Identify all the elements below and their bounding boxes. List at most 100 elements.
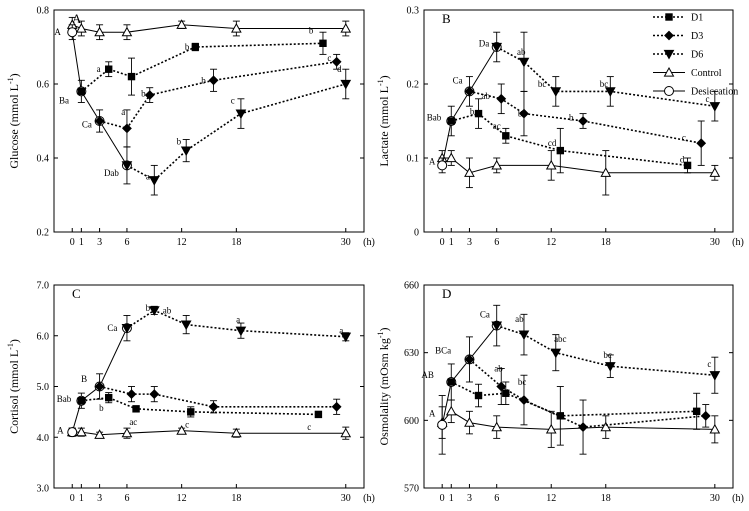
x-axis-unit: (h) — [732, 237, 744, 248]
data-point — [127, 72, 136, 81]
series-d1 — [447, 98, 692, 174]
data-point — [94, 381, 105, 392]
data-point — [148, 176, 160, 186]
data-point — [121, 26, 133, 37]
data-point — [76, 426, 87, 437]
series-line — [442, 157, 715, 174]
data-point — [340, 427, 352, 438]
data-point — [208, 401, 219, 412]
data-point — [231, 427, 242, 438]
series-line — [72, 24, 346, 33]
data-point — [67, 427, 78, 438]
series-line — [80, 42, 323, 93]
series-control — [436, 150, 721, 196]
legend-label: Desiccation — [691, 87, 738, 98]
data-point — [132, 405, 140, 413]
data-point — [519, 108, 529, 119]
significance-label: Ca — [480, 309, 490, 319]
x-tick-label: 12 — [177, 493, 187, 504]
significance-label: c — [307, 422, 311, 432]
significance-label: c — [706, 94, 710, 104]
significance-label: c — [231, 96, 235, 106]
series-line — [99, 385, 337, 408]
x-tick-label: 3 — [467, 237, 472, 248]
legend-label: D1 — [691, 13, 703, 24]
x-tick-label: 12 — [177, 237, 187, 248]
y-tick-label: 3.0 — [37, 484, 50, 495]
series-d1 — [447, 378, 701, 446]
significance-label: d — [680, 154, 685, 164]
significance-label: bc — [518, 377, 527, 387]
y-tick-label: 0.4 — [37, 154, 50, 165]
legend-label: D6 — [691, 50, 703, 61]
y-tick-label: 6.0 — [37, 331, 50, 342]
data-point — [187, 408, 195, 416]
series-d6 — [121, 68, 352, 196]
significance-label: a — [146, 172, 150, 182]
plot-frame — [423, 284, 734, 489]
data-point — [545, 159, 557, 170]
y-axis-title: Glucose (mmol L-1) — [6, 73, 21, 168]
significance-label: Ba — [59, 96, 69, 106]
significance-label: AB — [421, 370, 434, 380]
legend-entry-d3: D3 — [653, 30, 703, 42]
data-point — [149, 389, 160, 400]
data-point — [464, 354, 475, 365]
y-tick-label: 0.1 — [407, 154, 420, 165]
data-point — [709, 371, 721, 381]
legend: D1 D3 D6 Control Desiccation — [653, 13, 738, 98]
y-axis-title: Lactate (mmol L-1) — [376, 75, 391, 166]
significance-label: b — [309, 25, 314, 35]
significance-label: ab — [482, 91, 491, 101]
significance-label: ab — [494, 363, 503, 373]
significance-label: Bab — [57, 394, 72, 404]
significance-label: A — [429, 157, 436, 167]
significance-label: Dab — [104, 168, 119, 178]
panel-letter: D — [442, 286, 451, 301]
x-tick-label: 18 — [601, 493, 611, 504]
x-tick-label: 12 — [546, 237, 556, 248]
x-axis-unit: (h) — [363, 493, 375, 504]
x-tick-label: 6 — [494, 493, 499, 504]
data-point — [445, 405, 457, 416]
data-point — [496, 381, 507, 392]
data-point — [235, 109, 247, 120]
y-tick-label: 660 — [404, 281, 419, 292]
x-tick-label: 3 — [97, 237, 102, 248]
data-point — [340, 332, 352, 343]
data-point — [447, 378, 455, 386]
data-point — [94, 116, 105, 126]
data-point — [144, 90, 155, 101]
series-d3 — [94, 53, 342, 148]
data-point — [692, 407, 701, 416]
panel-b: 00.10.20.30 1 3 6 12 18 30 (h)Lactate (mmol L-1… — [376, 6, 744, 249]
series-line — [496, 46, 715, 107]
significance-label: c — [185, 420, 189, 430]
data-point — [502, 132, 510, 140]
data-point — [191, 43, 200, 51]
x-tick-label: 0 — [440, 493, 445, 504]
data-point — [600, 167, 612, 177]
y-axis-title: Osmolality (mOsm kg-1) — [376, 327, 391, 445]
data-point — [447, 117, 455, 125]
legend-entry-d6: D6 — [653, 50, 703, 61]
series-d3 — [94, 381, 342, 415]
data-point — [340, 79, 352, 90]
data-point — [502, 389, 510, 397]
significance-label: bc — [538, 79, 547, 89]
series-desiccation — [67, 24, 132, 185]
significance-label: a — [121, 107, 125, 117]
y-tick-label: 0 — [414, 228, 419, 239]
data-point — [491, 159, 503, 170]
plot-frame — [423, 9, 734, 233]
significance-label: a — [97, 64, 101, 74]
significance-label: c — [327, 53, 331, 63]
legend-marker — [665, 13, 673, 21]
x-tick-label: 6 — [494, 237, 499, 248]
data-point — [683, 161, 692, 170]
data-point — [600, 421, 612, 432]
series-d3 — [464, 83, 707, 166]
series-line — [71, 32, 128, 166]
x-tick-label: 6 — [124, 237, 129, 248]
x-tick-label: 18 — [231, 237, 241, 248]
